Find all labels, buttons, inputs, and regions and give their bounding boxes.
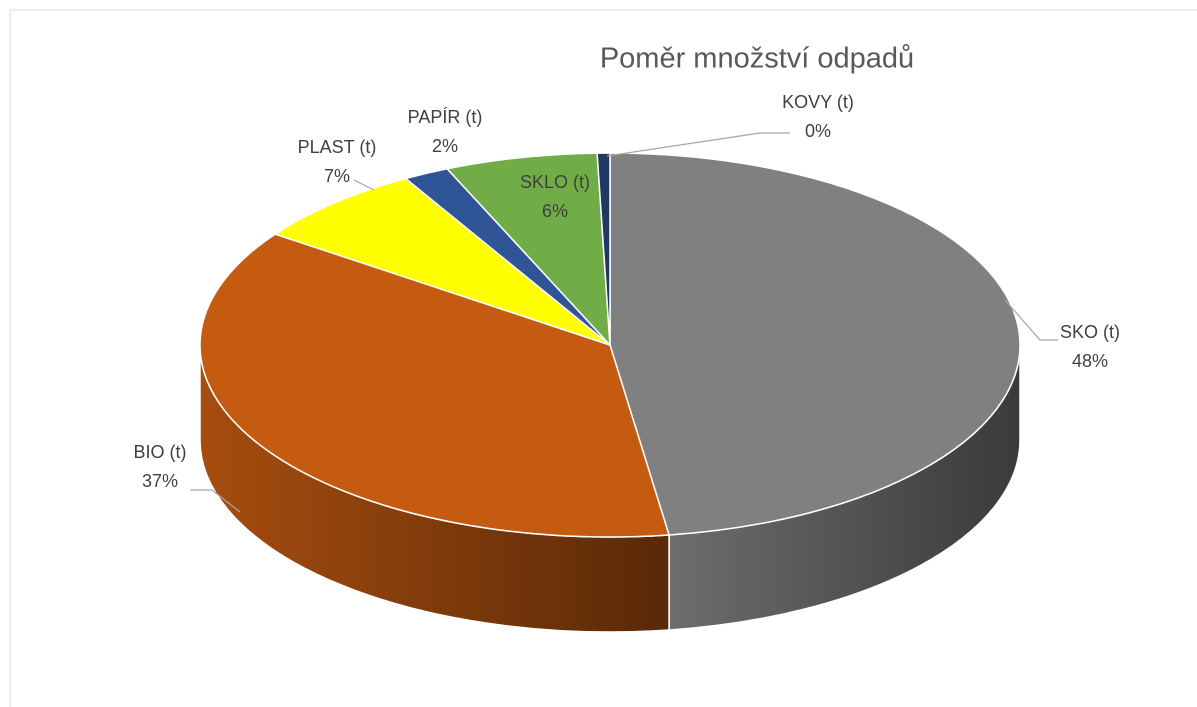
pie-slice [273,177,611,346]
label-name: SKO (t) [1060,322,1120,342]
leader-line [190,489,241,513]
leader-line [353,179,375,191]
label-name: KOVY (t) [782,92,854,112]
pie-tops [199,152,1021,538]
label-value: 37% [142,471,178,491]
label-value: 2% [432,136,458,156]
pie-slice [609,152,1021,536]
label-value: 0% [805,121,831,141]
label-name: PLAST (t) [298,137,377,157]
label-name: BIO (t) [134,442,187,462]
label-name: SKLO (t) [520,172,590,192]
pie-slice [596,152,611,346]
data-labels: SKO (t) 48% BIO (t) 37% PLAST (t) 7% PAPÍR (t)… [134,92,1121,491]
pie-slice [199,233,671,538]
label-value: 7% [324,166,350,186]
leader-line [606,132,790,157]
label-value: 48% [1072,351,1108,371]
chart-title: Poměr množství odpadů [600,43,914,75]
pie-slice [445,152,611,348]
label-value: 6% [542,201,568,221]
label-name: PAPÍR (t) [408,107,483,127]
leader-line [1004,299,1058,341]
